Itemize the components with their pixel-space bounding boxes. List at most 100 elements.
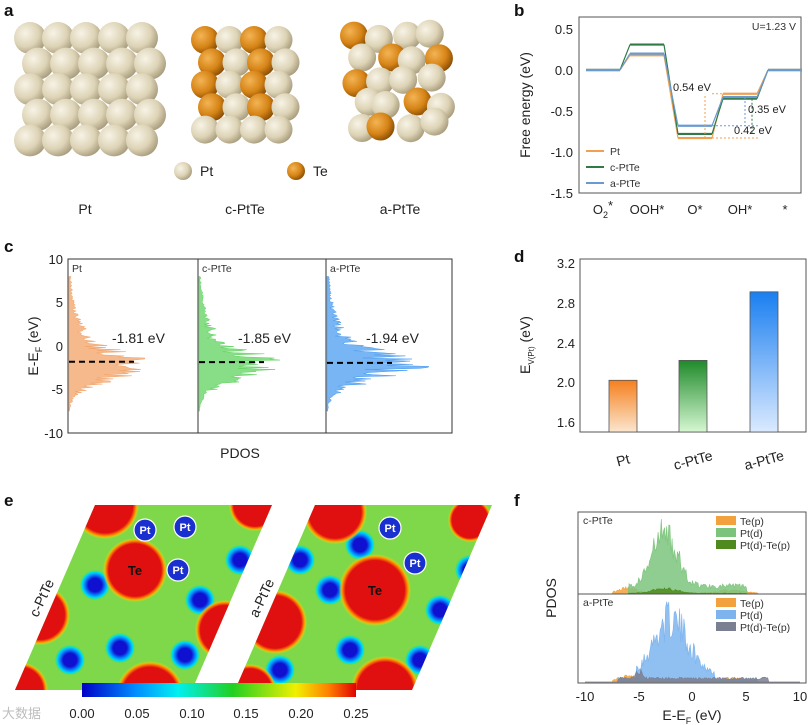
legend-label: Pt(d) (740, 528, 763, 540)
pt-atom (240, 115, 268, 144)
panel-label-f: f (514, 491, 520, 510)
pt-site-label: Pt (385, 523, 396, 535)
pt-atom (106, 47, 138, 80)
te-atom (198, 48, 226, 77)
legend-swatch-Te(p) (716, 516, 736, 525)
panel-c-subpanel-label: a-PtTe (330, 263, 361, 275)
te-region (15, 662, 48, 690)
pt-atom (389, 65, 418, 94)
blue-region (335, 635, 365, 665)
pt-site-label: Pt (180, 522, 191, 534)
panel-f-bottom-label: a-PtTe (583, 597, 614, 609)
energy-connector-c-PtTe (711, 98, 724, 135)
pt-atom (78, 98, 110, 131)
panel-c-ytick: 0 (56, 339, 63, 354)
panel-d-ytick: 2.0 (557, 375, 575, 390)
pt-atom (271, 93, 300, 122)
blue-region (105, 633, 135, 663)
te-atom (191, 26, 219, 54)
pt-atom (70, 22, 102, 54)
panel-d-marks: Pt c-PtTe a-PtTe (608, 291, 786, 473)
pt-atom (22, 47, 54, 80)
te-atom (340, 21, 369, 50)
bar-label-c-PtTe: c-PtTe (672, 447, 715, 473)
pt-atom (70, 124, 102, 157)
panel-a-structures (14, 19, 455, 157)
te-region (116, 661, 184, 690)
structure-label-c-ptte: c-PtTe (225, 201, 265, 217)
panel-label-a: a (4, 1, 14, 20)
pt-site-label: Pt (173, 565, 184, 577)
panel-label-c: c (4, 237, 13, 256)
pt-d-te-p-overlap-a-ptte (585, 668, 800, 683)
blue-region (170, 640, 200, 670)
te-region (71, 505, 139, 539)
panel-b-xtick-oh: OH* (728, 202, 753, 217)
legend-pt-label: Pt (200, 163, 213, 179)
te-region (103, 538, 167, 602)
panel-b-xtick-o2: O2* (593, 198, 613, 220)
pt-atom (98, 22, 130, 54)
energy-connector-Pt (663, 55, 679, 139)
annotation-0-54: 0.54 eV (673, 82, 712, 94)
pt-atom (420, 107, 449, 136)
colorbar-tick: 0.25 (343, 706, 368, 721)
energy-connector-a-PtTe (711, 96, 724, 126)
panel-f-frame (577, 511, 807, 684)
energy-connector-c-PtTe (619, 44, 631, 71)
pt-atom (191, 115, 219, 144)
pt-atom (264, 115, 293, 144)
bar-Pt (608, 379, 638, 433)
panel-f-top-label: c-PtTe (583, 515, 613, 527)
pdos-histogram-Pt (68, 276, 146, 412)
watermark: 大数据 (2, 706, 41, 721)
pt-atom (264, 70, 293, 99)
pt-atom (366, 67, 395, 96)
panel-f-ylabel: PDOS (543, 578, 559, 618)
legend-swatch-Pt(d) (716, 610, 736, 619)
legend-swatch-Pt(d)-Te(p) (716, 540, 736, 549)
colorbar-tick: 0.10 (179, 706, 204, 721)
panel-c-subpanel-label: c-PtTe (202, 263, 232, 275)
annotation-0-42: 0.42 eV (734, 125, 773, 137)
te-atom (247, 93, 275, 122)
blue-region (315, 575, 345, 605)
pt-atom (222, 93, 251, 122)
pt-atom (215, 26, 244, 54)
panel-b-ylabel: Free energy (eV) (517, 52, 533, 158)
te-region (437, 622, 492, 678)
legend-label-a-PtTe: a-PtTe (610, 178, 641, 190)
te-region (195, 600, 255, 660)
pt-atom (271, 48, 300, 77)
pt-atom (78, 47, 110, 80)
panel-label-b: b (514, 1, 524, 20)
legend-label: Pt(d) (740, 610, 763, 622)
legend-swatch-Pt(d) (716, 528, 736, 537)
colorbar-tick: 0.20 (288, 706, 313, 721)
energy-connector-a-PtTe (756, 69, 769, 98)
pt-atom (14, 22, 46, 54)
panel-f-xlabel: E-EF (eV) (662, 707, 721, 725)
pdos-histogram-c-PtTe (198, 276, 280, 412)
te-atom (403, 87, 432, 116)
pt-atom (126, 124, 158, 157)
pt-atom (42, 124, 74, 157)
pt-atom (126, 73, 158, 106)
te-region (351, 656, 419, 690)
colorbar-tick: 0.15 (233, 706, 258, 721)
blue-region (285, 545, 315, 575)
blue-region (455, 555, 485, 585)
d-band-center-label: -1.81 eV (112, 330, 166, 346)
panel-c-subpanel-label: Pt (72, 263, 82, 275)
legend-label: Te(p) (740, 516, 764, 528)
bar-label-Pt: Pt (615, 451, 632, 470)
panel-c-ytick: -10 (44, 426, 63, 441)
te-atom (366, 112, 395, 141)
pt-atom (50, 47, 82, 80)
pt-atom (371, 90, 400, 119)
pt-atom (42, 22, 74, 54)
panel-b-ytick: -1.5 (551, 186, 573, 201)
pt-atom (126, 22, 158, 54)
panel-b-ytick: -1.0 (551, 145, 573, 160)
pdos-histogram-a-PtTe (326, 276, 430, 412)
